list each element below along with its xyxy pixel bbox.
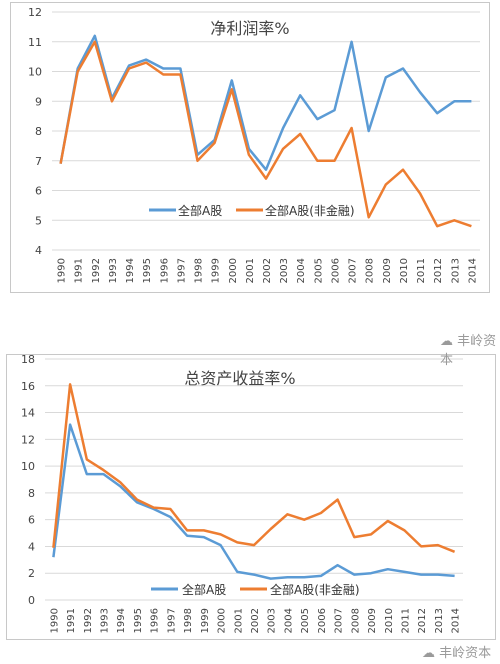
x-tick-label: 2013	[450, 258, 461, 283]
x-tick-label: 1993	[100, 608, 111, 633]
x-tick-label: 2012	[417, 608, 428, 633]
x-tick-label: 2007	[334, 608, 345, 633]
chart2-legend: 全部A股 全部A股(非金融)	[151, 582, 360, 597]
x-tick-label: 2011	[416, 258, 427, 283]
x-tick-label: 1992	[83, 608, 94, 633]
x-tick-label: 1992	[91, 258, 102, 283]
y-tick-label: 9	[35, 95, 42, 108]
x-tick-label: 1993	[108, 258, 119, 283]
x-tick-label: 2012	[433, 258, 444, 283]
chart2-grid	[45, 358, 463, 601]
y-tick-label: 6	[28, 514, 35, 527]
series-line-0	[59, 34, 472, 171]
chart1-y-ticks: 4 5 6 7 8 9 10 11 12	[28, 6, 42, 257]
x-tick-label: 2000	[228, 258, 239, 283]
x-tick-label: 2003	[279, 258, 290, 283]
chart2-series	[52, 383, 456, 580]
x-tick-label: 1998	[183, 608, 194, 633]
chart1-title: 净利润率%	[210, 19, 289, 38]
y-tick-label: 12	[21, 433, 35, 446]
x-tick-label: 1999	[200, 608, 211, 633]
y-tick-label: 18	[21, 353, 35, 366]
watermark-text: 丰岭资本	[440, 334, 497, 368]
y-tick-label: 4	[35, 244, 42, 257]
x-tick-label: 1996	[159, 258, 170, 283]
x-tick-label: 1995	[133, 608, 144, 633]
x-tick-label: 2006	[330, 258, 341, 283]
chart2-legend-label-0: 全部A股	[182, 582, 226, 597]
chart2-frame	[6, 354, 496, 640]
chart1-frame	[10, 2, 490, 293]
watermark-bottom: ☁ 丰岭资本	[422, 642, 491, 661]
chart1-grid	[52, 11, 480, 251]
x-tick-label: 2009	[382, 258, 393, 283]
x-tick-label: 2005	[300, 608, 311, 633]
y-tick-label: 6	[35, 185, 42, 198]
x-tick-label: 1999	[211, 258, 222, 283]
x-tick-label: 1991	[66, 608, 77, 633]
x-tick-label: 1990	[49, 608, 60, 633]
chart2-y-ticks: 0 2 4 6 8 10 12 14 16 18	[21, 353, 35, 607]
x-tick-label: 2010	[384, 608, 395, 633]
y-tick-label: 8	[28, 487, 35, 500]
y-tick-label: 5	[35, 214, 42, 227]
y-tick-label: 10	[28, 66, 42, 79]
x-tick-label: 2014	[451, 608, 462, 633]
wechat-icon: ☁	[422, 646, 435, 661]
chart1-legend-label-1: 全部A股(非金融)	[265, 203, 355, 218]
x-tick-label: 2004	[283, 608, 294, 633]
watermark-top: ☁ 丰岭资本	[440, 330, 500, 368]
y-tick-label: 2	[28, 567, 35, 580]
x-tick-label: 1990	[57, 258, 68, 283]
x-tick-label: 1995	[142, 258, 153, 283]
chart2-legend-label-1: 全部A股(非金融)	[270, 582, 360, 597]
x-tick-label: 2010	[399, 258, 410, 283]
y-tick-label: 4	[28, 540, 35, 553]
x-tick-label: 2014	[467, 258, 478, 283]
wechat-icon: ☁	[440, 334, 453, 349]
y-tick-label: 16	[21, 380, 35, 393]
series-line-0	[52, 423, 455, 580]
chart2-x-ticks: 1990 1991 1992 1993 1994 1995 1996 1997 1998 1999…	[49, 608, 461, 633]
y-tick-label: 14	[21, 407, 35, 420]
x-tick-label: 1998	[194, 258, 205, 283]
chart2-title: 总资产收益率%	[184, 369, 295, 388]
x-tick-label: 2008	[365, 258, 376, 283]
x-tick-label: 1991	[74, 258, 85, 283]
x-tick-label: 2009	[367, 608, 378, 633]
x-tick-label: 2003	[267, 608, 278, 633]
watermark-text: 丰岭资本	[439, 646, 492, 661]
y-tick-label: 12	[28, 6, 42, 19]
x-tick-label: 2006	[317, 608, 328, 633]
x-tick-label: 2002	[262, 258, 273, 283]
x-tick-label: 2007	[348, 258, 359, 283]
x-tick-label: 2000	[217, 608, 228, 633]
chart1-x-ticks: 1990 1991 1992 1993 1994 1995 1996 1997 1998 1999…	[57, 258, 479, 283]
chart1-legend: 全部A股 全部A股(非金融)	[149, 203, 355, 218]
x-tick-label: 2013	[434, 608, 445, 633]
series-line-1	[52, 383, 456, 553]
x-tick-label: 1997	[166, 608, 177, 633]
x-tick-label: 1997	[176, 258, 187, 283]
chart1-series	[59, 34, 472, 228]
x-tick-label: 2001	[245, 258, 256, 283]
x-tick-label: 1994	[116, 608, 127, 633]
x-tick-label: 1994	[125, 258, 136, 283]
x-tick-label: 2001	[233, 608, 244, 633]
x-tick-label: 2008	[350, 608, 361, 633]
y-tick-label: 11	[28, 36, 42, 49]
x-tick-label: 2005	[313, 258, 324, 283]
x-tick-label: 2004	[296, 258, 307, 283]
x-tick-label: 2002	[250, 608, 261, 633]
x-tick-label: 2011	[400, 608, 411, 633]
y-tick-label: 0	[28, 594, 35, 607]
chart1-legend-label-0: 全部A股	[178, 203, 222, 218]
y-tick-label: 10	[21, 460, 35, 473]
y-tick-label: 7	[35, 155, 42, 168]
x-tick-label: 1996	[150, 608, 161, 633]
series-line-1	[59, 40, 472, 228]
y-tick-label: 8	[35, 125, 42, 138]
